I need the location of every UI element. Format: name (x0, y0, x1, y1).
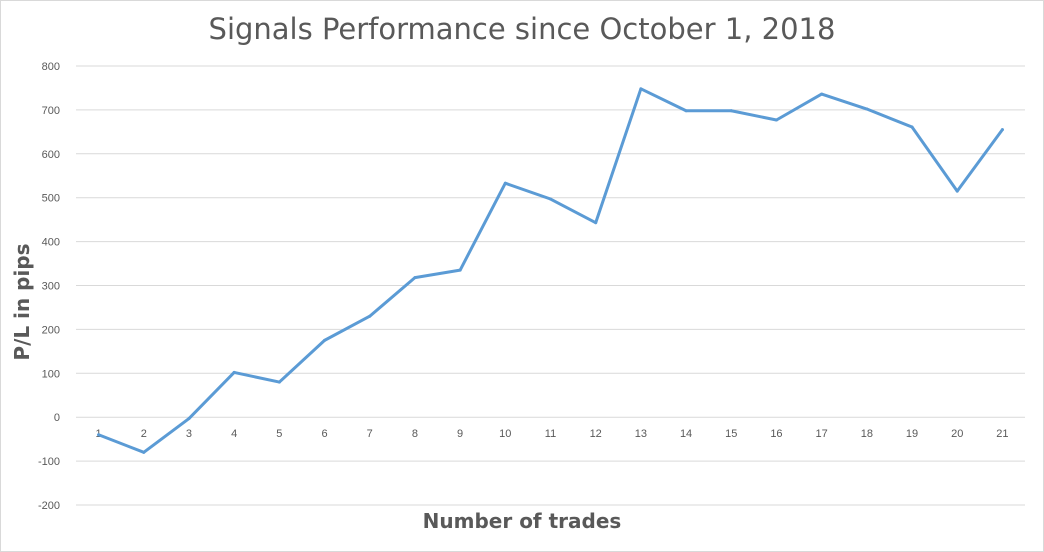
y-tick-label: -100 (38, 456, 60, 468)
series-line (97, 87, 1004, 454)
data-point (955, 189, 959, 193)
data-point (820, 92, 824, 96)
x-tick-label: 6 (321, 428, 327, 440)
data-point (729, 109, 733, 113)
x-tick-label: 9 (457, 428, 463, 440)
data-point (639, 87, 643, 91)
y-tick-labels: 800 700 600 500 400 300 200 100 0 -100 -200 (38, 61, 60, 512)
x-tick-label: 15 (725, 428, 737, 440)
x-tick-label: 10 (499, 428, 511, 440)
x-tick-label: 8 (412, 428, 418, 440)
y-tick-label: -200 (38, 500, 60, 512)
y-tick-label: 0 (54, 412, 60, 424)
data-point (865, 107, 869, 111)
x-tick-label: 16 (770, 428, 782, 440)
y-tick-label: 500 (42, 193, 60, 205)
x-tick-label: 7 (367, 428, 373, 440)
data-point (323, 338, 327, 342)
x-tick-label: 4 (231, 428, 237, 440)
x-tick-labels: 123456789101112131415161718192021 (96, 428, 1009, 440)
series-group (97, 87, 1004, 454)
x-tick-label: 3 (186, 428, 192, 440)
y-tick-label: 200 (42, 324, 60, 336)
chart-title: Signals Performance since October 1, 201… (208, 12, 836, 46)
x-tick-label: 12 (590, 428, 602, 440)
x-tick-label: 21 (996, 428, 1008, 440)
data-point (549, 197, 552, 201)
x-tick-label: 17 (816, 428, 828, 440)
y-tick-label: 100 (42, 368, 60, 380)
x-axis-label: Number of trades (422, 509, 622, 533)
data-point (910, 125, 914, 129)
x-tick-label: 14 (680, 428, 692, 440)
data-point (277, 380, 281, 384)
y-tick-label: 400 (42, 237, 60, 249)
x-tick-label: 18 (861, 428, 873, 440)
data-point (1000, 128, 1004, 132)
x-tick-label: 5 (276, 428, 282, 440)
x-tick-label: 2 (141, 428, 147, 440)
data-point (594, 221, 598, 225)
data-point (774, 118, 778, 122)
y-tick-label: 600 (42, 149, 60, 161)
y-tick-label: 700 (42, 105, 60, 117)
y-tick-label: 800 (42, 61, 60, 73)
y-tick-label: 300 (42, 281, 60, 293)
data-point (413, 276, 417, 280)
data-point (187, 417, 191, 421)
data-point (458, 268, 462, 272)
data-point (232, 370, 236, 374)
x-tick-label: 11 (545, 428, 556, 440)
x-tick-label: 19 (906, 428, 918, 440)
data-point (684, 109, 688, 113)
data-point (142, 450, 146, 454)
x-tick-label: 13 (635, 428, 647, 440)
x-tick-label: 20 (951, 428, 963, 440)
data-point (503, 181, 507, 185)
data-point (97, 433, 101, 437)
data-point (368, 314, 372, 318)
